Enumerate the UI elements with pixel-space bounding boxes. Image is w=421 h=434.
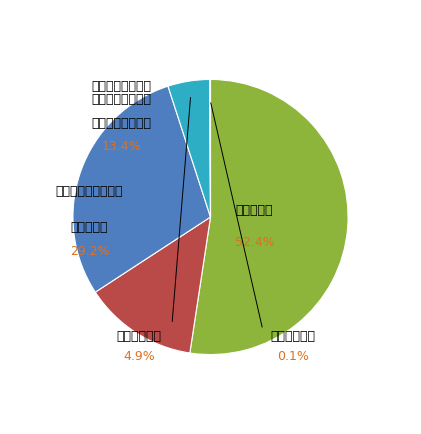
Text: もえないごみ: もえないごみ (271, 330, 315, 343)
Wedge shape (190, 79, 348, 355)
Text: 4.9%: 4.9% (123, 350, 155, 363)
Text: 13.4%: 13.4% (101, 140, 141, 153)
Text: 今後資源ごみとし: 今後資源ごみとし (91, 80, 151, 93)
Text: 52.4%: 52.4% (234, 236, 274, 249)
Text: て回収可能なもの: て回収可能なもの (91, 117, 151, 130)
Wedge shape (73, 86, 210, 292)
Text: すべきもの: すべきもの (71, 221, 108, 234)
Text: 29.2%: 29.2% (69, 244, 109, 257)
Text: その他のごみ: その他のごみ (117, 330, 162, 343)
Text: 資源ごみとして分別: 資源ごみとして分別 (56, 185, 123, 198)
Wedge shape (168, 79, 210, 217)
Text: 0.1%: 0.1% (277, 350, 309, 363)
Text: もえるごみ: もえるごみ (236, 204, 273, 217)
Text: て回収可能なもの: て回収可能なもの (91, 93, 151, 106)
Wedge shape (95, 217, 210, 353)
